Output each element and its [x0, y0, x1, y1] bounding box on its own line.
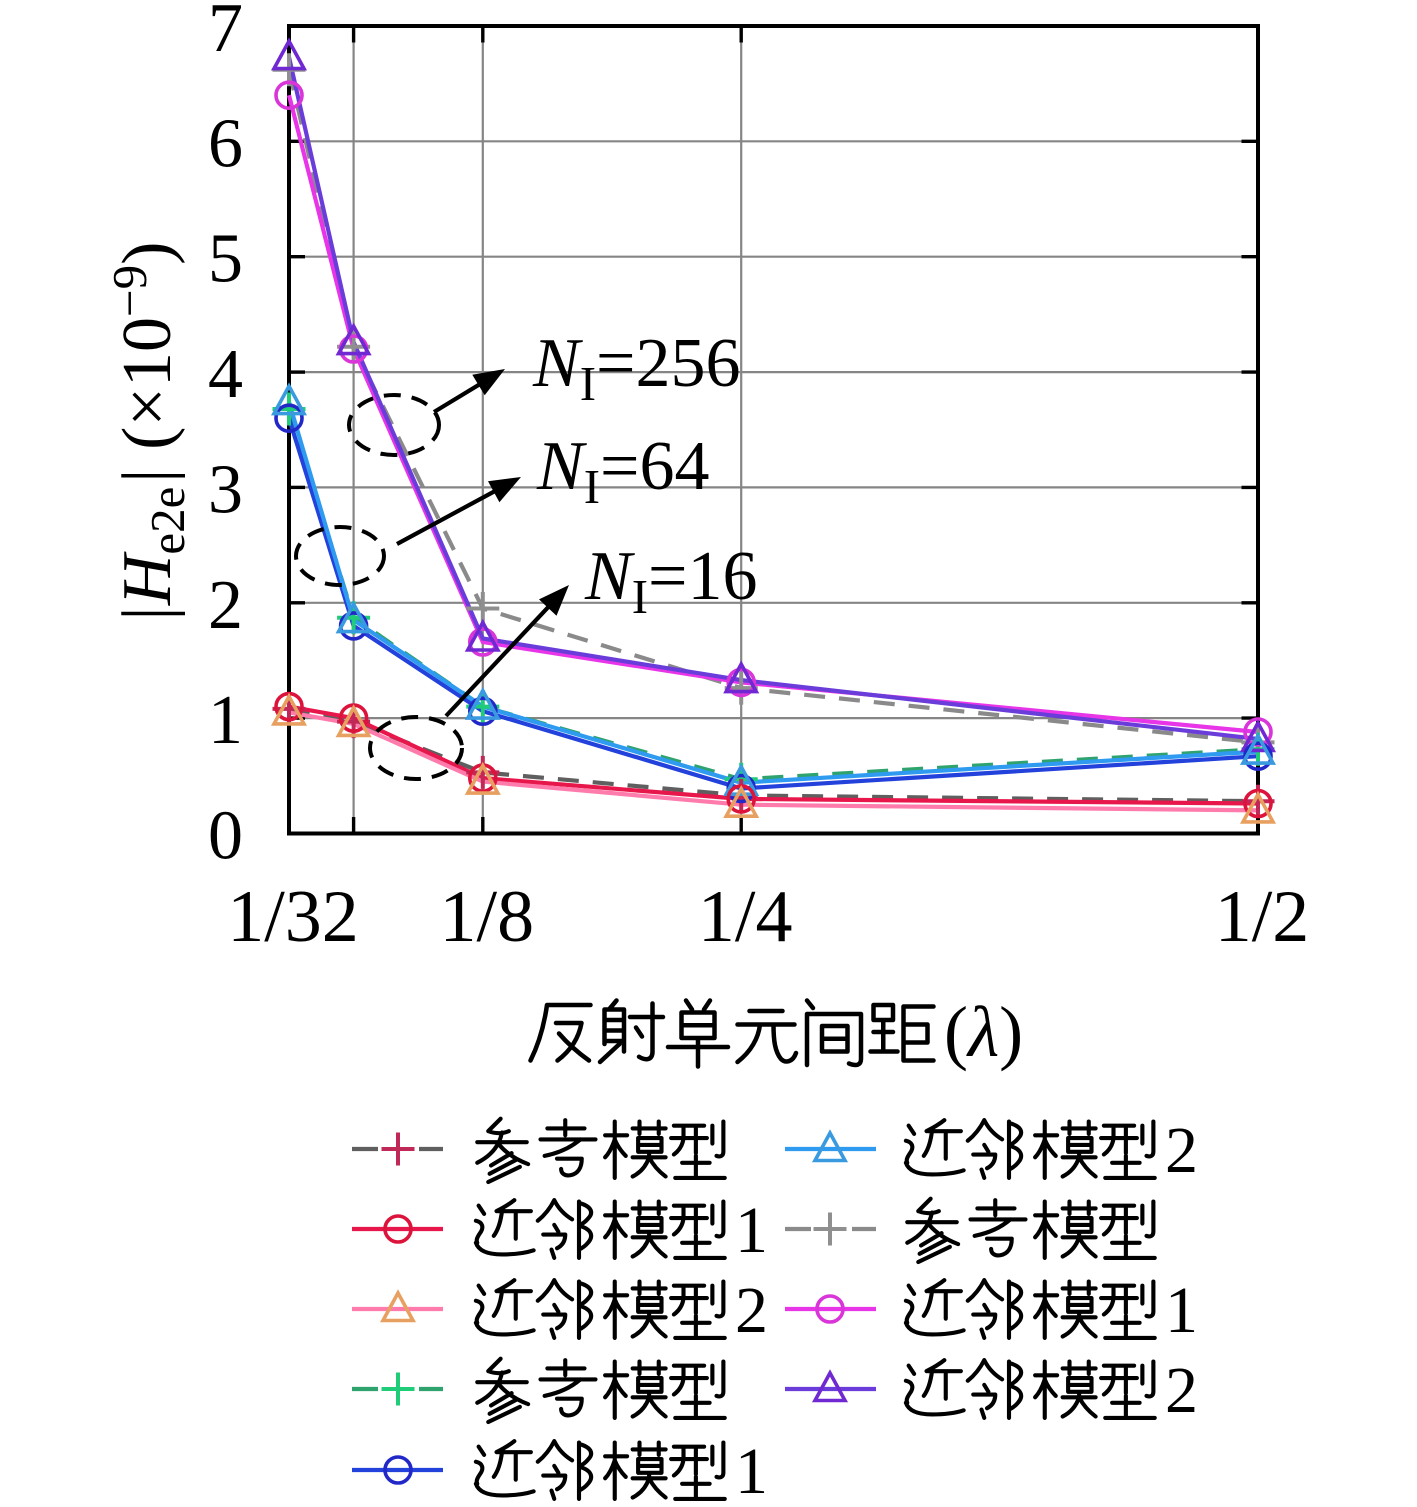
- svg-text:|He2e| (×10−9): |He2e| (×10−9): [102, 242, 195, 625]
- svg-text:6: 6: [208, 105, 243, 182]
- svg-text:1: 1: [735, 1435, 768, 1507]
- svg-text:4: 4: [208, 336, 243, 413]
- svg-text:1: 1: [735, 1194, 768, 1267]
- svg-text:2: 2: [1165, 1354, 1198, 1427]
- svg-text:NI=64: NI=64: [536, 428, 710, 514]
- svg-text:1: 1: [208, 682, 243, 759]
- svg-text:(λ): (λ): [944, 992, 1023, 1072]
- svg-text:NI=256: NI=256: [532, 325, 741, 411]
- svg-text:1/2: 1/2: [1215, 876, 1310, 958]
- svg-text:1/32: 1/32: [227, 876, 359, 958]
- svg-text:7: 7: [208, 0, 243, 67]
- svg-text:1/8: 1/8: [440, 876, 535, 958]
- svg-text:1: 1: [1165, 1274, 1198, 1347]
- svg-text:3: 3: [208, 451, 243, 528]
- svg-text:2: 2: [208, 567, 243, 644]
- svg-text:2: 2: [735, 1274, 768, 1347]
- svg-text:1/4: 1/4: [698, 876, 793, 958]
- svg-text:2: 2: [1165, 1114, 1198, 1187]
- svg-text:NI=16: NI=16: [584, 538, 758, 624]
- svg-text:5: 5: [208, 221, 243, 298]
- svg-text:0: 0: [208, 798, 243, 875]
